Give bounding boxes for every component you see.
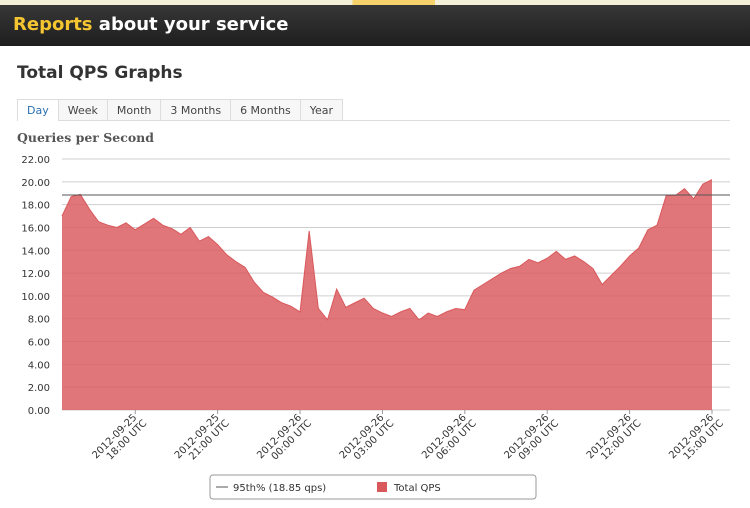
- y-tick-label: 10.00: [21, 292, 50, 303]
- legend-label: Total QPS: [393, 483, 441, 494]
- y-tick-label: 4.00: [28, 360, 50, 371]
- x-tick-label: 2012-09-2603:00 UTC: [338, 410, 397, 469]
- tab[interactable]: Week: [57, 99, 108, 120]
- legend-label: 95th% (18.85 qps): [233, 483, 326, 494]
- area-line: [61, 179, 713, 321]
- x-tick-label: 2012-09-2600:00 UTC: [255, 410, 314, 469]
- y-tick-label: 0.00: [28, 406, 50, 417]
- area: [62, 179, 712, 410]
- y-tick-label: 16.00: [21, 223, 50, 234]
- legend-box: [209, 474, 537, 500]
- y-tick-label: 2.00: [28, 383, 50, 394]
- y-tick-label: 6.00: [28, 338, 50, 349]
- tab-bar: Day Week Month 3 Months 6 Months Year: [17, 99, 730, 121]
- tab[interactable]: Year: [299, 99, 344, 120]
- y-tick-label: 20.00: [21, 178, 50, 189]
- top-strip: [0, 0, 750, 5]
- y-tick-label: 8.00: [28, 315, 50, 326]
- header-bar: Reports about your service: [0, 0, 750, 46]
- x-tick-label: 2012-09-2609:00 UTC: [502, 410, 561, 469]
- x-tick-label: 2012-09-2612:00 UTC: [585, 410, 644, 469]
- chart-title: Queries per Second: [17, 130, 154, 145]
- x-tick-label: 2012-09-2521:00 UTC: [173, 410, 232, 469]
- x-tick-label: 2012-09-2606:00 UTC: [420, 410, 479, 469]
- tab[interactable]: Day: [17, 99, 59, 121]
- header-highlight: Reports: [13, 14, 93, 35]
- y-tick-label: 18.00: [21, 201, 50, 212]
- legend-swatch: [377, 482, 387, 492]
- y-tick-label: 12.00: [21, 269, 50, 280]
- header-title: Reports about your service: [13, 14, 289, 35]
- tab[interactable]: Month: [106, 99, 162, 120]
- y-tick-label: 14.00: [21, 246, 50, 257]
- x-tick-label: 2012-09-2615:00 UTC: [667, 410, 726, 469]
- page-title: Total QPS Graphs: [17, 63, 183, 83]
- tab[interactable]: 3 Months: [160, 99, 232, 120]
- header-rest: about your service: [98, 14, 289, 35]
- tab[interactable]: 6 Months: [230, 99, 301, 120]
- y-tick-label: 22.00: [21, 155, 50, 166]
- x-tick-label: 2012-09-2518:00 UTC: [90, 410, 149, 469]
